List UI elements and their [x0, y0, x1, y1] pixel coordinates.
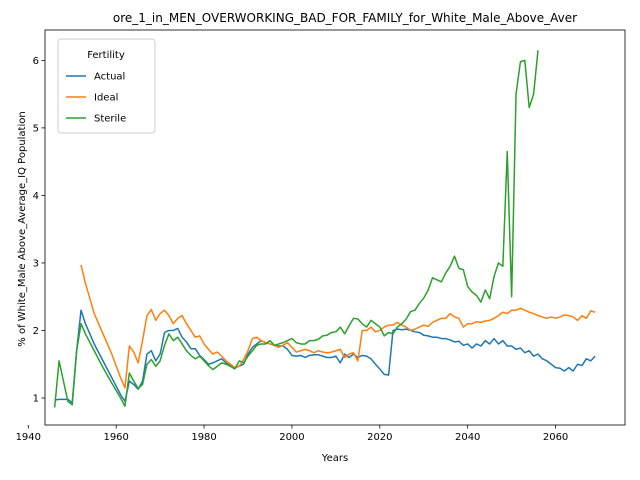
x-tick-label: 2060: [543, 432, 568, 443]
legend-label-ideal: Ideal: [94, 93, 118, 104]
y-tick-label: 5: [33, 123, 39, 134]
x-tick-label: 1960: [103, 432, 128, 443]
x-tick-label: 1940: [16, 432, 41, 443]
y-tick-label: 4: [33, 191, 39, 202]
x-axis-label: Years: [321, 453, 348, 464]
series-line-sterile: [53, 50, 539, 408]
series-line-actual: [54, 309, 596, 404]
legend-label-sterile: Sterile: [94, 114, 126, 125]
x-tick-label: 2040: [455, 432, 480, 443]
plot-frame: [44, 29, 626, 426]
y-tick-label: 1: [33, 393, 39, 404]
y-tick-label: 2: [33, 326, 39, 337]
legend: Fertility Actual Ideal Sterile: [57, 38, 156, 134]
y-axis: 1 2 3 4 5 6: [33, 56, 45, 404]
x-tick-label: 1980: [191, 432, 216, 443]
y-axis-label: % of White_Male Above_Average_IQ Populat…: [17, 111, 28, 346]
series-layer: [53, 50, 596, 408]
y-tick-label: 3: [33, 258, 39, 269]
x-axis: 1940 1960 1980 2000 2020 2040 2060: [16, 425, 568, 443]
legend-box: [57, 38, 156, 134]
x-tick-label: 2000: [279, 432, 304, 443]
legend-entries: Actual Ideal Sterile: [66, 72, 126, 125]
legend-title: Fertility: [87, 50, 125, 61]
y-tick-label: 6: [33, 56, 39, 67]
legend-label-actual: Actual: [94, 72, 125, 83]
series-line-ideal: [80, 264, 596, 389]
x-tick-label: 2020: [367, 432, 392, 443]
chart-title: ore_1_in_MEN_OVERWORKING_BAD_FOR_FAMILY_…: [113, 11, 577, 25]
